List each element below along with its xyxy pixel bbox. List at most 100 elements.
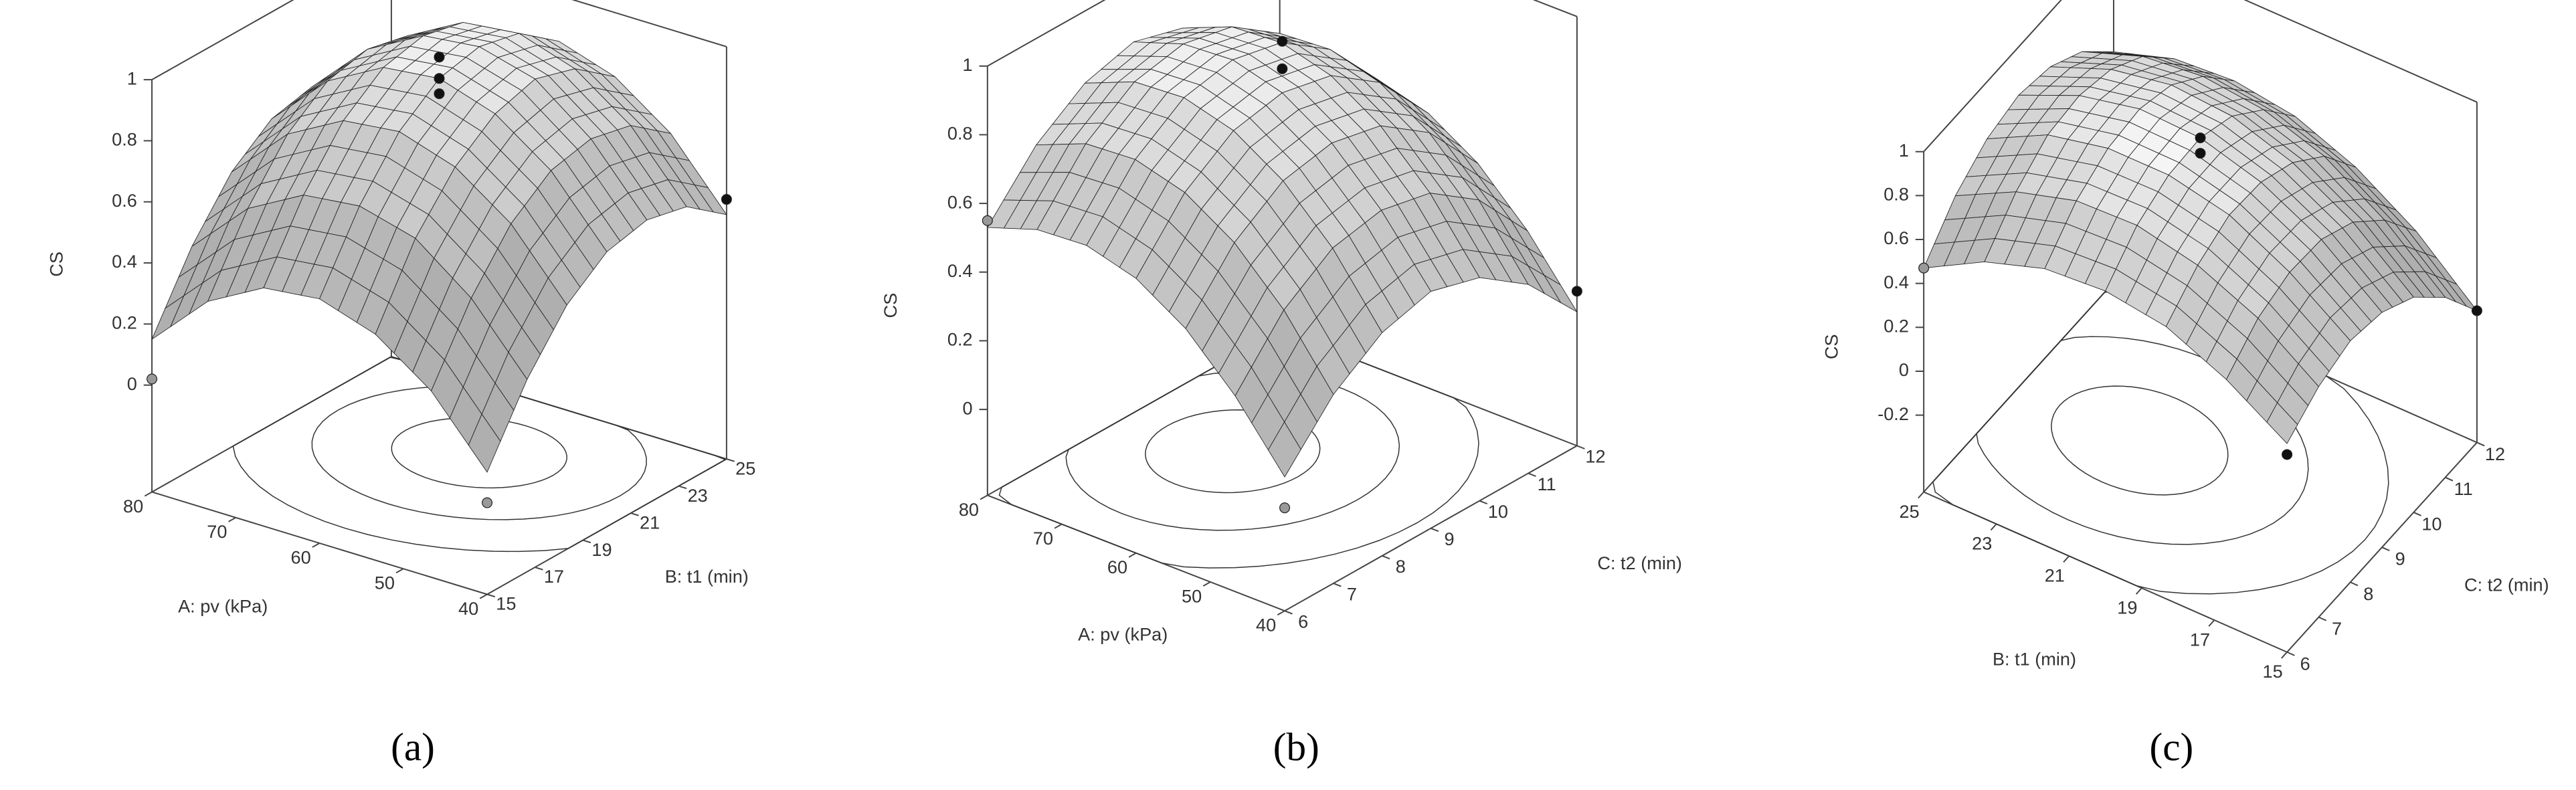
design-point xyxy=(721,194,732,205)
y-axis-title: C: t2 (min) xyxy=(2464,574,2549,595)
surface-patch xyxy=(1267,421,1301,478)
x-tick-label: 80 xyxy=(123,496,143,516)
y-axis-title: C: t2 (min) xyxy=(1597,553,1682,573)
z-tick-label: 0.8 xyxy=(947,123,973,144)
design-point xyxy=(982,215,993,226)
x-tick xyxy=(1202,581,1211,587)
x-tick-label: 40 xyxy=(458,598,478,619)
contour xyxy=(1976,336,2309,545)
y-tick xyxy=(535,567,543,571)
design-point xyxy=(434,52,445,63)
y-tick xyxy=(1576,445,1585,450)
y-tick-label: 25 xyxy=(735,458,755,478)
x-tick-label: 70 xyxy=(207,521,227,542)
surface-plot: 40 50 60 70 80 15 17 19 21 23 25 0 0.2 0.4 0.6 0.8 1 CS A:… xyxy=(46,0,755,769)
y-tick-label: 8 xyxy=(2363,583,2373,604)
y-tick xyxy=(678,485,687,490)
y-tick-label: 9 xyxy=(2395,549,2405,569)
surface-patch xyxy=(468,413,501,473)
z-tick-label: 0.2 xyxy=(947,329,973,350)
x-tick xyxy=(312,542,320,548)
y-tick-label: 7 xyxy=(2332,618,2342,639)
x-axis-title: A: pv (kPa) xyxy=(178,595,268,616)
design-point xyxy=(434,73,445,84)
y-tick xyxy=(2318,616,2327,621)
x-tick xyxy=(144,491,153,497)
design-point xyxy=(434,88,445,100)
y-tick-label: 12 xyxy=(1585,446,1605,467)
x-axis-title: B: t1 (min) xyxy=(1993,648,2076,669)
z-tick-label: 1 xyxy=(963,54,973,75)
z-tick-label: 0.4 xyxy=(112,251,137,272)
surface-plot: 40 50 60 70 80 6 7 8 9 10 11 12 0 0.2 0.4 0.6 0.8 1 CS A: p… xyxy=(880,0,1682,769)
y-tick xyxy=(582,539,591,544)
design-point xyxy=(2471,305,2482,316)
x-axis-title: A: pv (kPa) xyxy=(1078,623,1168,644)
z-tick-label: 0.4 xyxy=(947,260,973,281)
x-tick xyxy=(2135,587,2142,595)
x-tick xyxy=(2063,555,2070,563)
design-point xyxy=(1277,63,1288,74)
z-tick-label: 0.4 xyxy=(1883,272,1909,292)
design-point xyxy=(2195,132,2206,144)
z-axis-title: CS xyxy=(880,293,901,318)
design-point xyxy=(1279,502,1291,514)
z-tick-label: 0 xyxy=(127,373,137,394)
y-tick-label: 15 xyxy=(496,593,516,614)
x-tick xyxy=(980,494,988,500)
x-tick xyxy=(479,593,488,599)
z-tick-label: 0.6 xyxy=(112,190,137,211)
x-tick xyxy=(1918,491,1924,499)
z-tick-label: 0.6 xyxy=(1883,227,1909,248)
y-tick xyxy=(1479,500,1488,505)
panel-label: (c) xyxy=(2149,725,2193,769)
y-tick-label: 12 xyxy=(2485,443,2505,464)
y-tick xyxy=(726,458,735,462)
y-tick-label: 9 xyxy=(1445,528,1455,549)
design-point xyxy=(2282,449,2293,460)
x-tick-label: 19 xyxy=(2117,597,2137,617)
x-tick-label: 23 xyxy=(1972,533,1992,554)
y-tick-label: 10 xyxy=(2421,513,2442,534)
y-tick xyxy=(2286,651,2295,656)
z-tick-label: -0.2 xyxy=(1877,403,1909,424)
x-tick-label: 21 xyxy=(2045,565,2065,586)
x-tick xyxy=(2208,619,2215,627)
y-tick xyxy=(2381,547,2390,552)
x-tick xyxy=(395,568,404,574)
y-tick-label: 11 xyxy=(2454,478,2473,499)
box-top xyxy=(987,0,1578,67)
z-tick-label: 0.8 xyxy=(1883,184,1909,205)
y-axis-title: B: t1 (min) xyxy=(665,566,749,587)
z-tick-label: 0 xyxy=(963,397,973,418)
z-axis-title: CS xyxy=(46,252,67,277)
z-tick-label: 0.2 xyxy=(1883,315,1909,336)
contour xyxy=(2051,385,2229,496)
z-tick-label: 0.6 xyxy=(947,191,973,212)
x-tick-label: 80 xyxy=(959,499,979,520)
x-tick-label: 60 xyxy=(1107,557,1127,577)
x-tick-label: 70 xyxy=(1033,528,1053,549)
surface-plot: 15 17 19 21 23 25 6 78 9 10 11 12 -0.2 0 0.2 0.4 0.6 0.8 1… xyxy=(1821,0,2549,769)
x-tick xyxy=(1277,610,1285,616)
y-tick xyxy=(1284,610,1293,615)
y-tick-label: 8 xyxy=(1396,556,1406,577)
y-tick-label: 11 xyxy=(1538,474,1556,494)
y-tick-label: 6 xyxy=(1298,611,1308,631)
y-tick xyxy=(2476,441,2485,447)
y-tick-label: 19 xyxy=(591,539,612,560)
z-tick-label: 1 xyxy=(127,68,137,88)
y-tick xyxy=(486,593,496,598)
design-point xyxy=(1571,286,1582,297)
design-point xyxy=(1277,35,1288,47)
y-tick-label: 17 xyxy=(544,566,564,587)
x-tick xyxy=(1128,552,1137,558)
y-tick xyxy=(630,512,639,516)
z-tick-label: 0.2 xyxy=(112,312,137,333)
x-tick-label: 60 xyxy=(291,547,311,567)
y-tick xyxy=(2413,512,2422,516)
z-tick-label: 0 xyxy=(1899,359,1909,380)
design-point xyxy=(2195,148,2206,159)
